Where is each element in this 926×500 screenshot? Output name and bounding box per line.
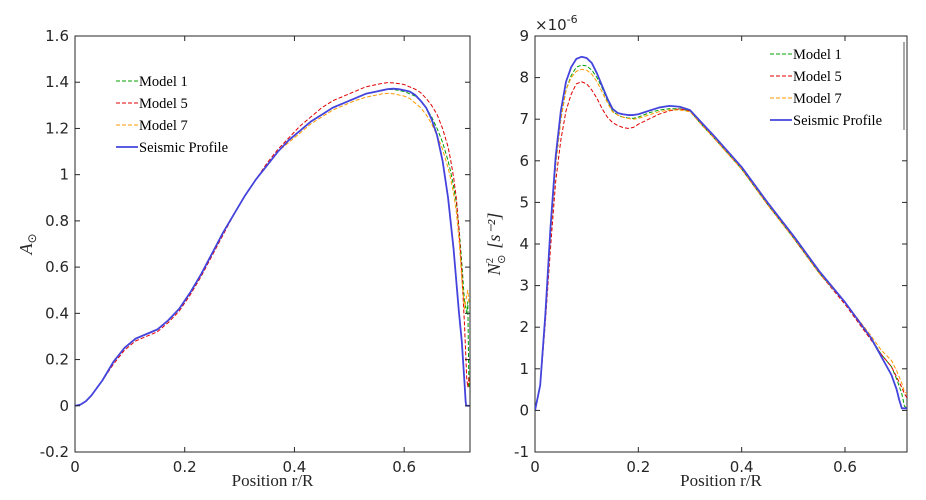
left-series-line-model-5 [75,82,470,407]
left-y-axis-label-sub: ⊙ [25,233,39,243]
left-y-tick-label: 0 [59,397,69,415]
right-y-axis-label-sub: ⊙ [496,255,508,264]
left-y-tick-label: 1.4 [45,73,69,91]
right-y-tick-label: 0 [519,401,529,419]
left-y-tick-label: 1.6 [45,27,69,45]
right-y-axis-label-main: N [484,262,504,276]
left-y-tick-label: 0.2 [45,351,69,369]
right-legend-label: Model 1 [793,47,842,63]
left-y-tick-label: 0.6 [45,258,69,276]
left-x-tick-label: 0.6 [392,458,416,476]
right-legend: Model 1 Model 5 Model 7 Seismic Profile [767,41,907,131]
right-y-tick-label: 9 [519,27,529,45]
left-y-tick-label: 1 [59,166,69,184]
right-series-line-seismic-profile [535,55,907,411]
right-exponent-power: -6 [567,13,578,26]
left-y-axis-label: A⊙ [16,233,39,255]
right-x-tick-label: 0.4 [730,458,754,476]
right-x-axis-label: Position r/R [680,471,762,490]
right-x-tick-label: 0 [530,458,540,476]
right-x-tick-label: 0.2 [626,458,650,476]
right-legend-label: Model 5 [793,69,842,85]
right-series-line-model-5 [535,81,907,411]
right-y-tick-label: -1 [514,443,529,461]
right-y-tick-label: 5 [519,193,529,211]
left-chart: 0 0.2 0.4 0.6-0.200.20.40.60.811.21.41.6 Mo… [16,27,471,490]
right-y-tick-label: 8 [519,69,529,87]
left-y-tick-label: -0.2 [40,443,69,461]
left-x-tick-label: 0.2 [173,458,197,476]
left-legend-label: Model 7 [139,118,188,134]
right-y-tick-label: 4 [519,235,529,253]
right-x-tick-label: 0.6 [833,458,857,476]
left-y-axis-label-main: A [16,243,36,256]
left-legend-box [113,68,247,158]
right-series-line-model-1 [535,64,907,411]
right-series-layer [535,55,907,411]
left-series-line-seismic-profile [75,87,470,407]
right-y-axis-label: N2⊙ [s⁻²] [484,213,508,277]
left-legend-label: Model 5 [139,96,188,112]
right-y-axis-label-unit: [s⁻²] [484,213,504,249]
left-ticks-layer: 0 0.2 0.4 0.6-0.200.20.40.60.811.21.41.6 [40,27,470,476]
left-x-axis-label: Position r/R [232,471,314,490]
left-legend-label: Seismic Profile [139,140,228,156]
right-legend-label: Seismic Profile [793,113,882,129]
left-series-layer [75,82,470,407]
left-legend-label: Model 1 [139,74,188,90]
right-legend-label: Model 7 [793,91,842,107]
left-y-tick-label: 0.4 [45,304,69,322]
right-y-tick-label: 3 [519,277,529,295]
left-series-line-model-7 [75,92,470,407]
left-plot-area [74,35,471,453]
right-y-axis-label-sup: 2 [484,258,496,264]
right-exponent-label: ×10-6 [535,13,578,34]
left-y-tick-label: 1.2 [45,119,69,137]
right-y-tick-label: 2 [519,318,529,336]
right-y-tick-label: 1 [519,360,529,378]
left-legend: Model 1 Model 5 Model 7 Seismic Profile [113,68,247,158]
right-y-tick-label: 6 [519,152,529,170]
left-x-tick-label: 0 [70,458,80,476]
left-y-tick-label: 0.8 [45,212,69,230]
right-legend-box [767,41,907,131]
left-x-tick-label: 0.4 [283,458,307,476]
right-exponent-base: ×10 [535,16,567,34]
right-y-tick-label: 7 [519,110,529,128]
